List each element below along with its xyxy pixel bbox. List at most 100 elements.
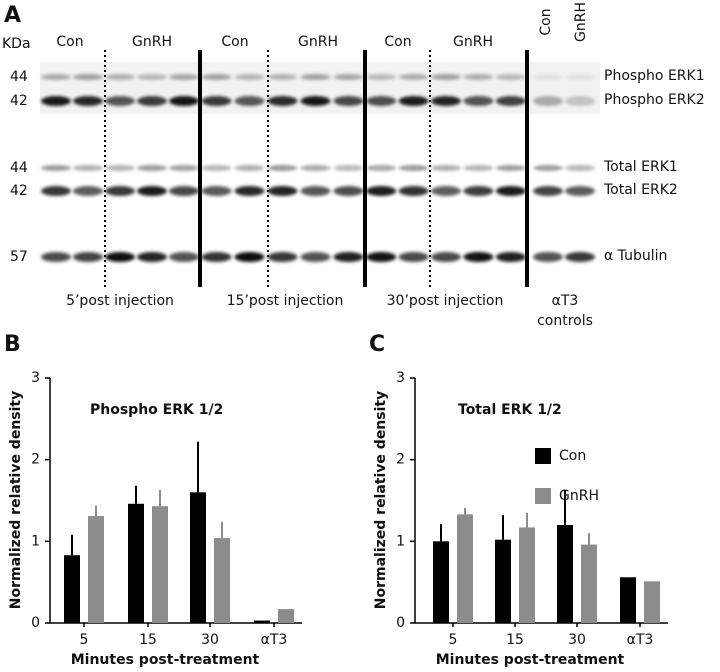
blot-band (201, 252, 232, 262)
group-label: 5’post injection (66, 293, 174, 309)
blot-band (366, 186, 397, 196)
bar (254, 620, 270, 623)
group-label: controls (537, 313, 593, 329)
blot-band (366, 165, 397, 171)
y-tick-label: 0 (396, 615, 405, 631)
blot-band (533, 186, 563, 196)
blot-band (565, 165, 595, 171)
blot-band (495, 186, 526, 196)
blot-band (267, 96, 298, 106)
bar (620, 577, 636, 623)
blot-band (234, 96, 265, 106)
blot-band (73, 252, 103, 262)
blot-band (431, 96, 461, 106)
bar (644, 581, 660, 623)
blot-band (398, 165, 429, 171)
bar (278, 609, 294, 623)
blot-band (398, 186, 429, 196)
blot-band (333, 186, 364, 196)
blot-band (495, 252, 526, 262)
lane-header: Con (538, 8, 554, 35)
blot-band (463, 252, 494, 262)
blot-background (40, 62, 600, 114)
blot-band (333, 74, 364, 80)
lane-header: GnRH (132, 34, 172, 50)
bar (190, 492, 206, 623)
blot-band (267, 252, 298, 262)
blot-band (234, 252, 265, 262)
blot-band (234, 165, 265, 171)
blot-band (398, 74, 429, 80)
y-axis-label: Normalized relative density (373, 391, 389, 609)
y-tick-label: 1 (31, 533, 40, 549)
blot-band (463, 74, 494, 80)
blot-band (565, 186, 595, 196)
blot-band (431, 165, 461, 171)
blot-band (41, 165, 71, 171)
blot-band (105, 252, 135, 262)
panel-label: C (369, 332, 385, 357)
y-tick-label: 1 (396, 533, 405, 549)
blot-band (398, 252, 429, 262)
bar (557, 525, 573, 623)
bar (519, 527, 535, 623)
blot-band (300, 74, 331, 80)
blot-band (169, 186, 199, 196)
blot-band (73, 96, 103, 106)
y-axis-label: Normalized relative density (8, 391, 24, 609)
blot-band (565, 252, 595, 262)
blot-band (137, 252, 167, 262)
blot-band (201, 74, 232, 80)
blot-band (366, 252, 397, 262)
group-label: 30’post injection (387, 293, 504, 309)
bar (433, 541, 449, 623)
y-tick-label: 3 (396, 370, 405, 386)
x-axis-label: Minutes post-treatment (71, 652, 260, 668)
blot-band (565, 74, 595, 80)
legend-label: Con (559, 448, 586, 464)
lane-header: GnRH (453, 34, 493, 50)
blot-band (366, 74, 397, 80)
legend-swatch (535, 488, 551, 504)
bar (581, 544, 597, 623)
bar (64, 555, 80, 623)
blot-band (333, 252, 364, 262)
kda-marker: 42 (10, 183, 28, 199)
band-label: α Tubulin (604, 248, 667, 264)
lane-header: Con (221, 34, 248, 50)
blot-band (300, 252, 331, 262)
blot-band (495, 165, 526, 171)
panel-label: A (4, 3, 21, 28)
bar (88, 516, 104, 623)
blot-band (41, 252, 71, 262)
blot-band (73, 186, 103, 196)
blot-band (73, 74, 103, 80)
chart-title: Total ERK 1/2 (458, 402, 562, 418)
blot-band (105, 165, 135, 171)
blot-band (169, 165, 199, 171)
blot-band (73, 165, 103, 171)
blot-band (565, 96, 595, 106)
lane-header: GnRH (573, 2, 589, 42)
blot-band (41, 186, 71, 196)
panel-label: B (4, 332, 21, 357)
blot-band (105, 96, 135, 106)
blot-band (137, 74, 167, 80)
x-tick-label: αT3 (261, 632, 288, 648)
legend-swatch (535, 448, 551, 464)
blot-band (267, 186, 298, 196)
kda-label: KDa (2, 36, 31, 52)
bar (128, 503, 144, 623)
y-tick-label: 0 (31, 615, 40, 631)
blot-band (398, 96, 429, 106)
kda-marker: 44 (10, 160, 28, 176)
kda-marker: 44 (10, 69, 28, 85)
blot-band (366, 96, 397, 106)
blot-band (41, 96, 71, 106)
blot-band (495, 96, 526, 106)
x-axis-label: Minutes post-treatment (436, 652, 625, 668)
blot-band (169, 96, 199, 106)
blot-band (201, 96, 232, 106)
y-tick-label: 3 (31, 370, 40, 386)
blot-band (463, 186, 494, 196)
